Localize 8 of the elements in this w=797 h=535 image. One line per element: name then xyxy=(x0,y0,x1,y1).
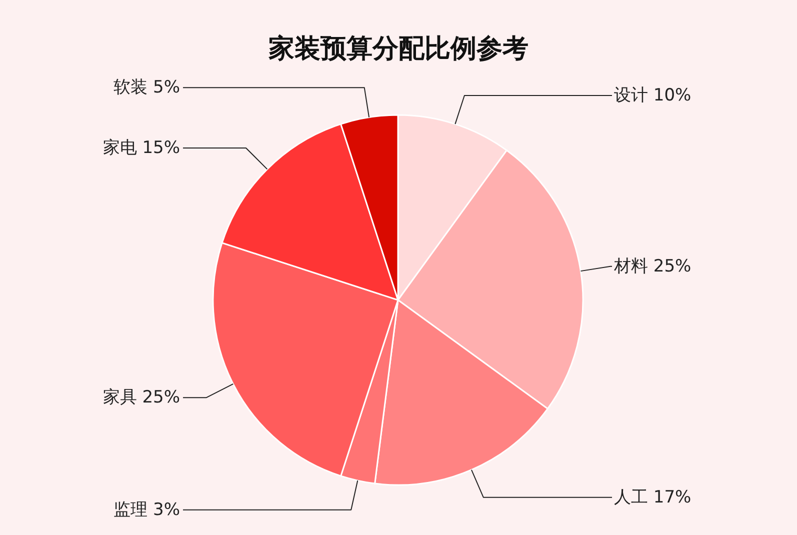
slice-label: 软装 5% xyxy=(114,78,180,98)
chart-title: 家装预算分配比例参考 xyxy=(268,34,528,64)
slice-label: 设计 10% xyxy=(614,86,692,106)
slice-label: 材料 25% xyxy=(613,256,692,276)
slice-label: 人工 17% xyxy=(614,487,692,508)
slice-label: 家电 15% xyxy=(102,138,180,158)
slice-label: 家具 25% xyxy=(102,388,180,408)
slice-label: 监理 3% xyxy=(114,500,180,520)
